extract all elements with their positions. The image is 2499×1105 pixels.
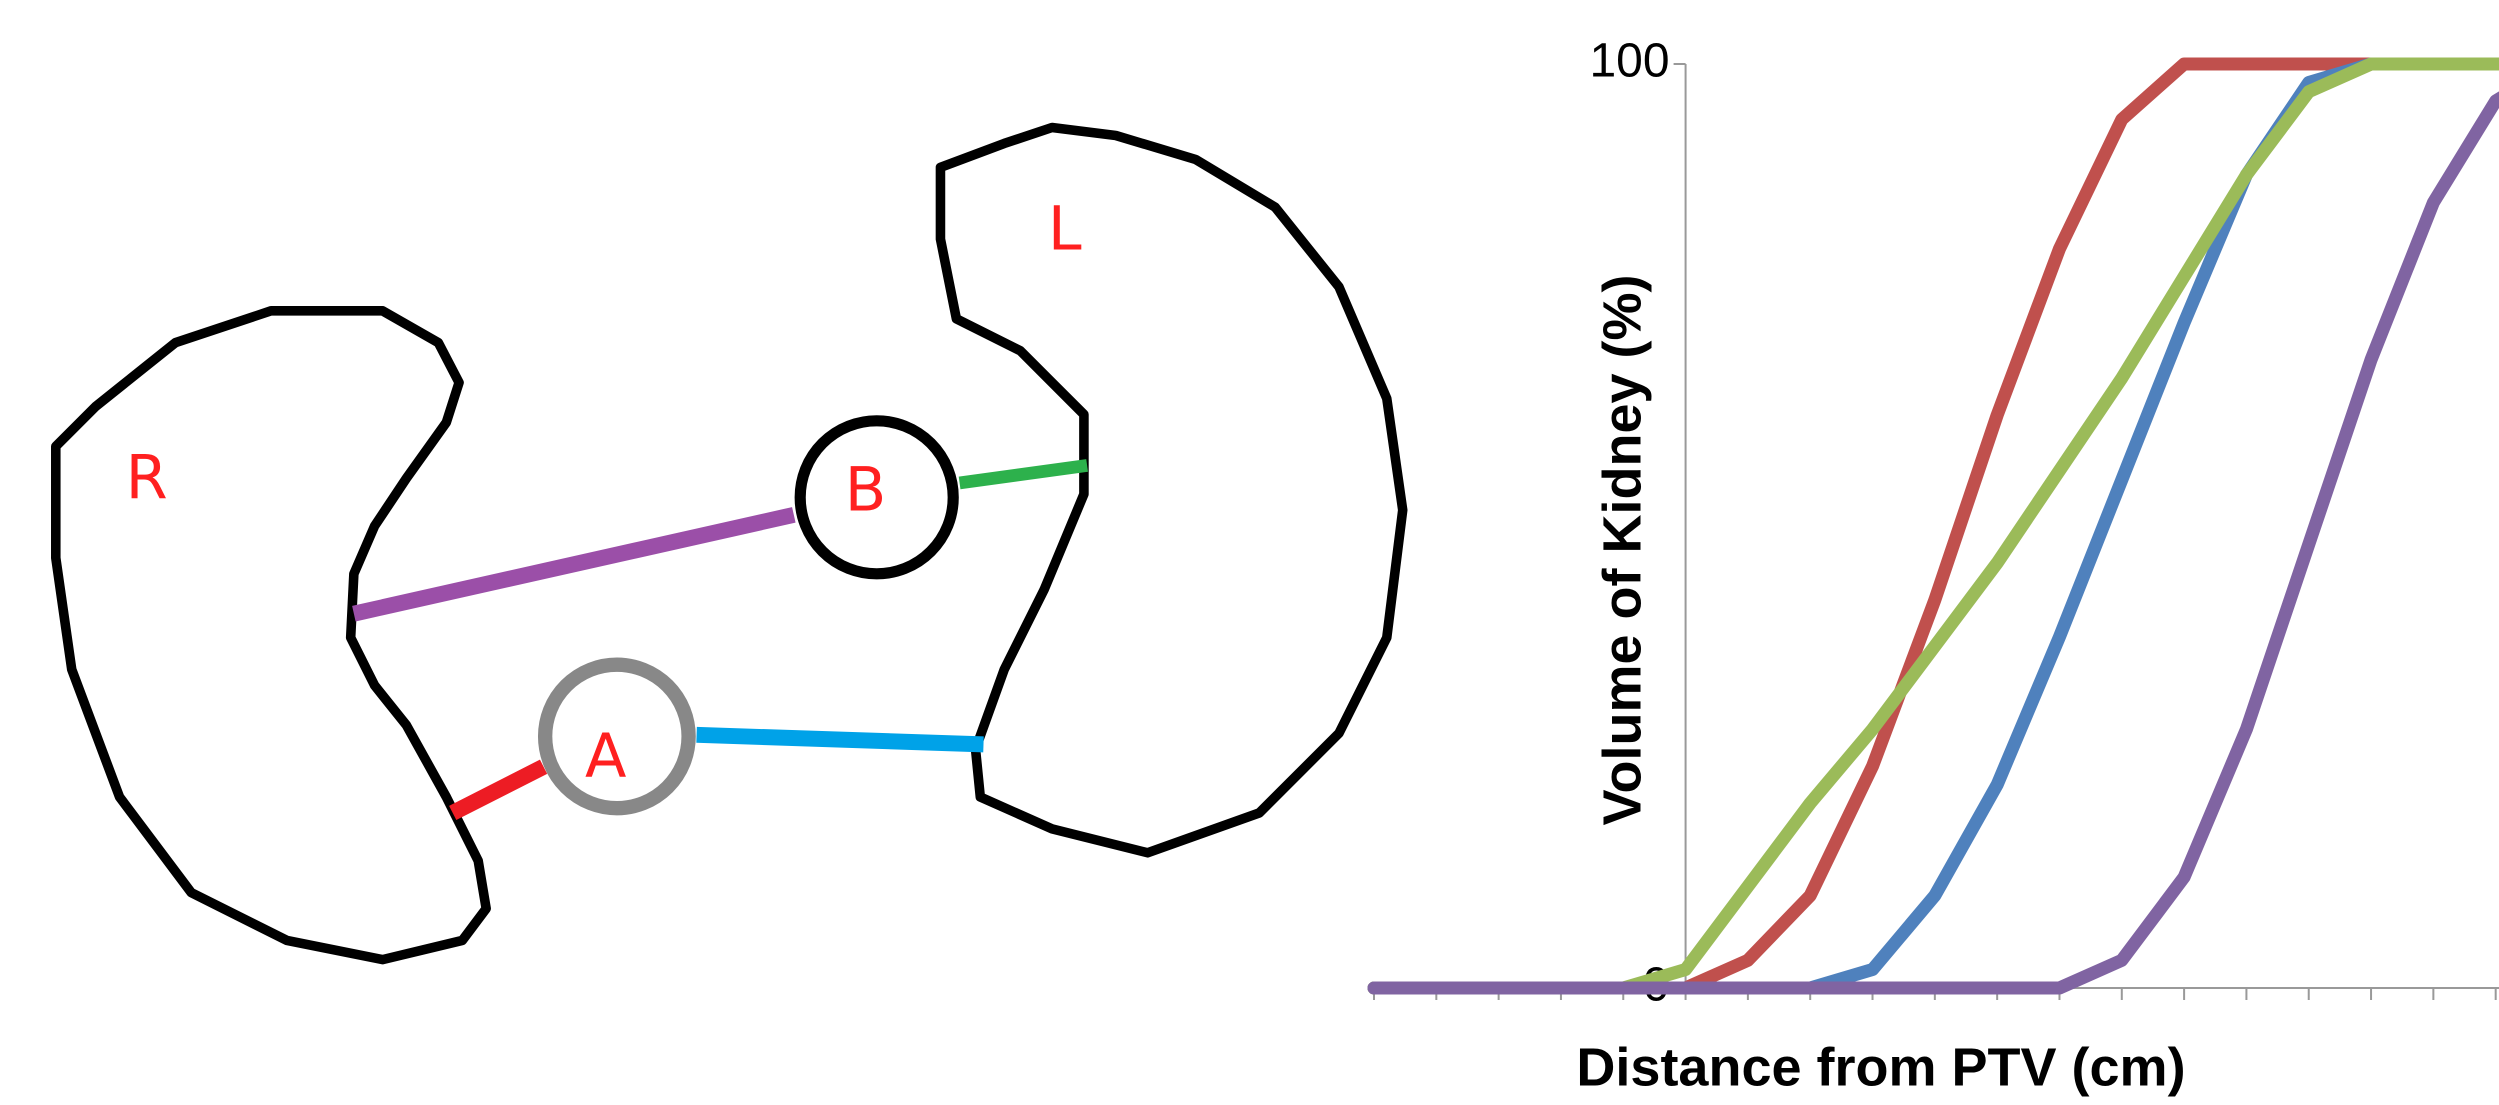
- y-tick-label: 100: [1589, 35, 1669, 88]
- chart: Distance from PTV (cm) Volume of Kidney …: [1374, 35, 2499, 1098]
- series-line: [1374, 64, 2499, 988]
- series-line: [1374, 64, 2499, 988]
- series-line: [1374, 64, 2499, 988]
- y-axis-title: Volume of Kidney (%): [1592, 274, 1652, 825]
- series-line: [1374, 64, 2499, 988]
- right-kidney-outline: [56, 311, 486, 960]
- point-label: A: [585, 722, 626, 792]
- distance-line: [354, 515, 794, 614]
- kidney-diagram: R L B A: [56, 128, 1403, 960]
- distance-line: [960, 465, 1088, 483]
- distance-line: [453, 767, 544, 813]
- left-kidney-outline: [940, 128, 1402, 853]
- x-axis-title: Distance from PTV (cm): [1576, 1037, 2185, 1097]
- kidney-label: R: [126, 443, 168, 513]
- kidney-label: L: [1048, 194, 1082, 264]
- distance-line: [697, 735, 984, 745]
- figure: R L B A Distance from PTV (cm) Volume of…: [0, 0, 2499, 1105]
- point-label: B: [845, 456, 887, 526]
